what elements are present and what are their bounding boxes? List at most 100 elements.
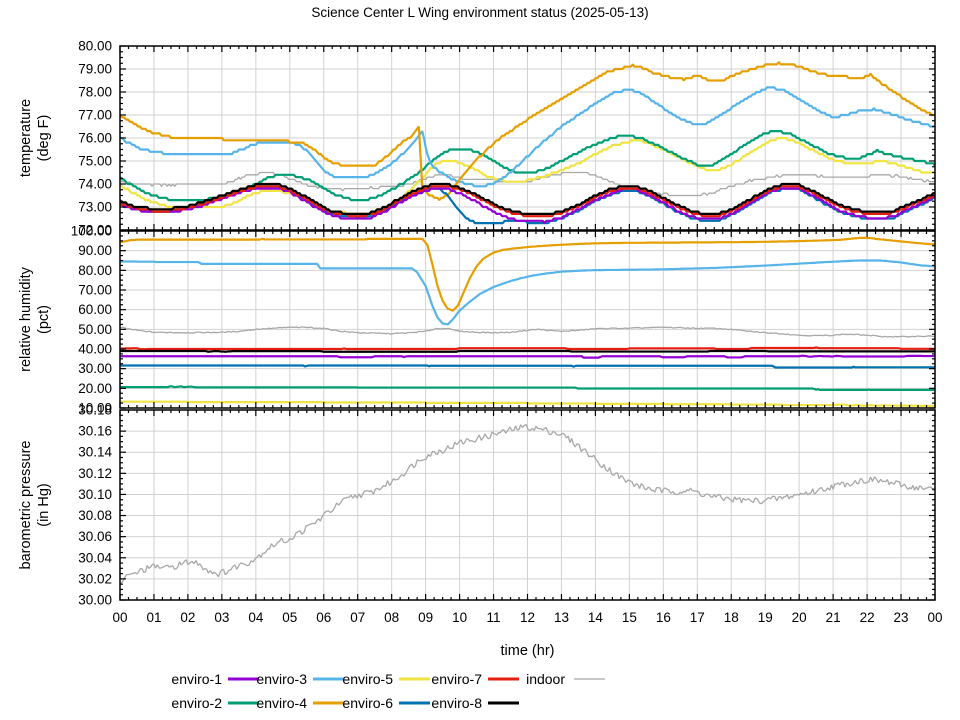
chart-title: Science Center L Wing environment status… — [311, 5, 649, 20]
ytick-label-temperature: 76.00 — [78, 131, 112, 146]
xtick-label: 09 — [418, 610, 433, 625]
y-axis-label-line2-humidity: (pct) — [36, 305, 52, 334]
legend-label-enviro-7: enviro-7 — [431, 671, 482, 687]
x-axis-label: time (hr) — [501, 643, 555, 659]
ytick-label-humidity: 70.00 — [78, 283, 112, 298]
y-axis-label-line1-pressure: barometric pressure — [18, 441, 34, 570]
ytick-label-humidity: 10.00 — [78, 401, 112, 416]
xtick-label: 11 — [487, 610, 501, 625]
legend-item-enviro-6: enviro-6 — [342, 695, 430, 711]
xtick-label: 14 — [588, 610, 604, 625]
xtick-label: 22 — [860, 610, 875, 625]
legend-item-enviro-5: enviro-5 — [342, 671, 430, 687]
y-axis-label-line1-temperature: temperature — [18, 99, 34, 177]
ytick-label-pressure: 30.18 — [78, 403, 112, 418]
y-axis-label-pressure: barometric pressure (in Hg) — [18, 441, 52, 570]
ytick-label-temperature: 73.00 — [78, 200, 112, 215]
xtick-label: 15 — [622, 610, 637, 625]
ytick-label-pressure: 30.12 — [78, 466, 112, 481]
series-group-pressure — [120, 424, 935, 585]
xtick-label: 00 — [927, 610, 942, 625]
y-axis-label-line1-humidity: relative humidity — [18, 266, 34, 372]
xtick-label: 17 — [690, 610, 705, 625]
legend-label-enviro-6: enviro-6 — [342, 695, 393, 711]
xtick-label: 21 — [826, 610, 841, 625]
ytick-label-temperature: 78.00 — [78, 85, 112, 100]
y-axis-label-line2-pressure: (in Hg) — [36, 483, 52, 527]
series-enviro-4-temperature — [120, 61, 935, 201]
legend-label-enviro-1: enviro-1 — [171, 671, 222, 687]
ytick-label-humidity: 50.00 — [78, 322, 112, 337]
ytick-label-temperature: 77.00 — [78, 108, 112, 123]
xtick-label: 10 — [452, 610, 467, 625]
series-enviro-5-humidity — [120, 400, 935, 407]
ytick-label-humidity: 30.00 — [78, 361, 112, 376]
ytick-label-pressure: 30.14 — [78, 445, 112, 460]
panel-temperature: temperature (deg F) — [18, 45, 936, 231]
panel-pressure: barometric pressure (in Hg) — [18, 409, 936, 601]
series-indoor-humidity — [120, 326, 935, 338]
ytick-label-temperature: 75.00 — [78, 154, 112, 169]
legend-label-indoor: indoor — [526, 671, 565, 687]
series-enviro-1-temperature — [120, 187, 935, 224]
legend-item-enviro-3: enviro-3 — [256, 671, 344, 687]
xtick-label: 07 — [350, 610, 365, 625]
ytick-label-humidity: 40.00 — [78, 342, 112, 357]
xtick-label: 13 — [554, 610, 569, 625]
xtick-label: 16 — [656, 610, 671, 625]
series-enviro-3-humidity — [120, 259, 935, 326]
legend-item-enviro-8: enviro-8 — [431, 695, 519, 711]
series-enviro-8-temperature — [120, 182, 935, 215]
series-enviro-2-humidity — [120, 385, 935, 392]
legend-label-enviro-8: enviro-8 — [431, 695, 482, 711]
ytick-label-temperature: 72.00 — [78, 223, 112, 238]
ytick-label-pressure: 30.06 — [78, 529, 112, 544]
xtick-label: 06 — [316, 610, 331, 625]
legend-item-enviro-1: enviro-1 — [171, 671, 259, 687]
ytick-label-pressure: 30.10 — [78, 487, 112, 502]
ytick-label-humidity: 80.00 — [78, 263, 112, 278]
series-enviro-6-humidity — [120, 364, 935, 369]
ytick-label-pressure: 30.00 — [78, 593, 112, 608]
series-indoor-pressure — [120, 424, 935, 585]
xtick-label: 03 — [214, 610, 229, 625]
xtick-label: 23 — [894, 610, 909, 625]
y-axis-label-line2-temperature: (deg F) — [36, 115, 52, 162]
legend-item-enviro-7: enviro-7 — [431, 671, 519, 687]
series-enviro-3-temperature — [120, 86, 935, 188]
legend-label-enviro-5: enviro-5 — [342, 671, 393, 687]
xtick-label: 19 — [758, 610, 773, 625]
ytick-label-pressure: 30.08 — [78, 508, 112, 523]
xtick-label: 20 — [792, 610, 807, 625]
ytick-label-pressure: 30.02 — [78, 571, 112, 586]
legend-item-enviro-4: enviro-4 — [256, 695, 344, 711]
xtick-label: 04 — [248, 610, 264, 625]
y-axis-label-humidity: relative humidity (pct) — [18, 266, 52, 372]
series-enviro-7-humidity — [120, 346, 935, 351]
xtick-label: 08 — [384, 610, 399, 625]
ytick-label-temperature: 80.00 — [78, 39, 112, 54]
series-enviro-1-humidity — [120, 354, 935, 359]
xtick-label: 12 — [520, 610, 535, 625]
series-enviro-8-humidity — [120, 349, 935, 353]
ytick-label-humidity: 90.00 — [78, 243, 112, 258]
ytick-label-temperature: 79.00 — [78, 62, 112, 77]
ytick-label-pressure: 30.04 — [78, 550, 112, 565]
xtick-label: 05 — [282, 610, 297, 625]
ytick-label-temperature: 74.00 — [78, 177, 112, 192]
legend-item-indoor: indoor — [526, 671, 605, 687]
series-enviro-5-temperature — [120, 136, 935, 215]
legend-label-enviro-2: enviro-2 — [171, 695, 222, 711]
ytick-label-pressure: 30.16 — [78, 424, 112, 439]
xtick-label: 00 — [112, 610, 127, 625]
xtick-label: 18 — [724, 610, 739, 625]
series-enviro-7-temperature — [120, 185, 935, 218]
series-group-temperature — [120, 61, 935, 225]
xtick-label: 01 — [146, 610, 161, 625]
ytick-label-humidity: 100.00 — [71, 224, 112, 239]
legend-label-enviro-4: enviro-4 — [256, 695, 307, 711]
ytick-label-humidity: 20.00 — [78, 381, 112, 396]
legend-item-enviro-2: enviro-2 — [171, 695, 259, 711]
